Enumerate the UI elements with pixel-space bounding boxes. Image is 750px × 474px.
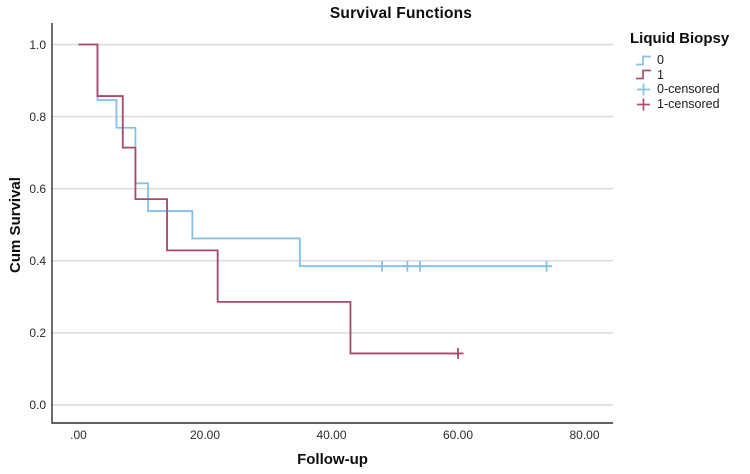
x-tick-label: .00 <box>70 428 87 442</box>
y-tick-label: 0.0 <box>29 398 46 412</box>
legend-item-label: 0 <box>657 53 664 68</box>
y-tick-label: 0.6 <box>29 181 46 196</box>
x-axis-title: Follow-up <box>297 451 368 468</box>
legend-items: 0 1 0-censored 1-censored <box>629 53 729 111</box>
y-tick-label: 0.2 <box>29 325 46 340</box>
x-tick-label: 40.00 <box>316 428 347 442</box>
legend-item-0-censored: 0-censored <box>634 82 729 97</box>
legend: Liquid Biopsy 0 1 0-censored 1-censored <box>629 30 729 111</box>
axis-frame <box>51 23 613 424</box>
legend-item-label: 0-censored <box>657 82 720 97</box>
step-line-icon <box>636 55 651 66</box>
y-tick-label: 1.0 <box>29 37 46 52</box>
legend-item-label: 1-censored <box>657 97 720 112</box>
step-line-icon <box>636 70 651 80</box>
plus-icon <box>637 83 650 96</box>
y-tick-label: 0.8 <box>29 109 46 124</box>
legend-item-1-censored: 1-censored <box>634 97 729 112</box>
x-tick-label: 60.00 <box>442 428 474 442</box>
y-tick-label: 0.4 <box>29 253 46 268</box>
x-tick-label: 80.00 <box>569 428 600 442</box>
legend-item-0: 0 <box>634 53 729 68</box>
x-tick-label: 20.00 <box>189 428 221 442</box>
survival-curve-1 <box>78 43 458 355</box>
legend-item-1: 1 <box>634 68 729 83</box>
legend-item-label: 1 <box>657 67 664 82</box>
chart-title: Survival Functions <box>329 5 473 22</box>
survival-curve-0 <box>78 43 547 268</box>
plus-icon <box>637 98 650 111</box>
legend-title: Liquid Biopsy <box>630 30 730 47</box>
